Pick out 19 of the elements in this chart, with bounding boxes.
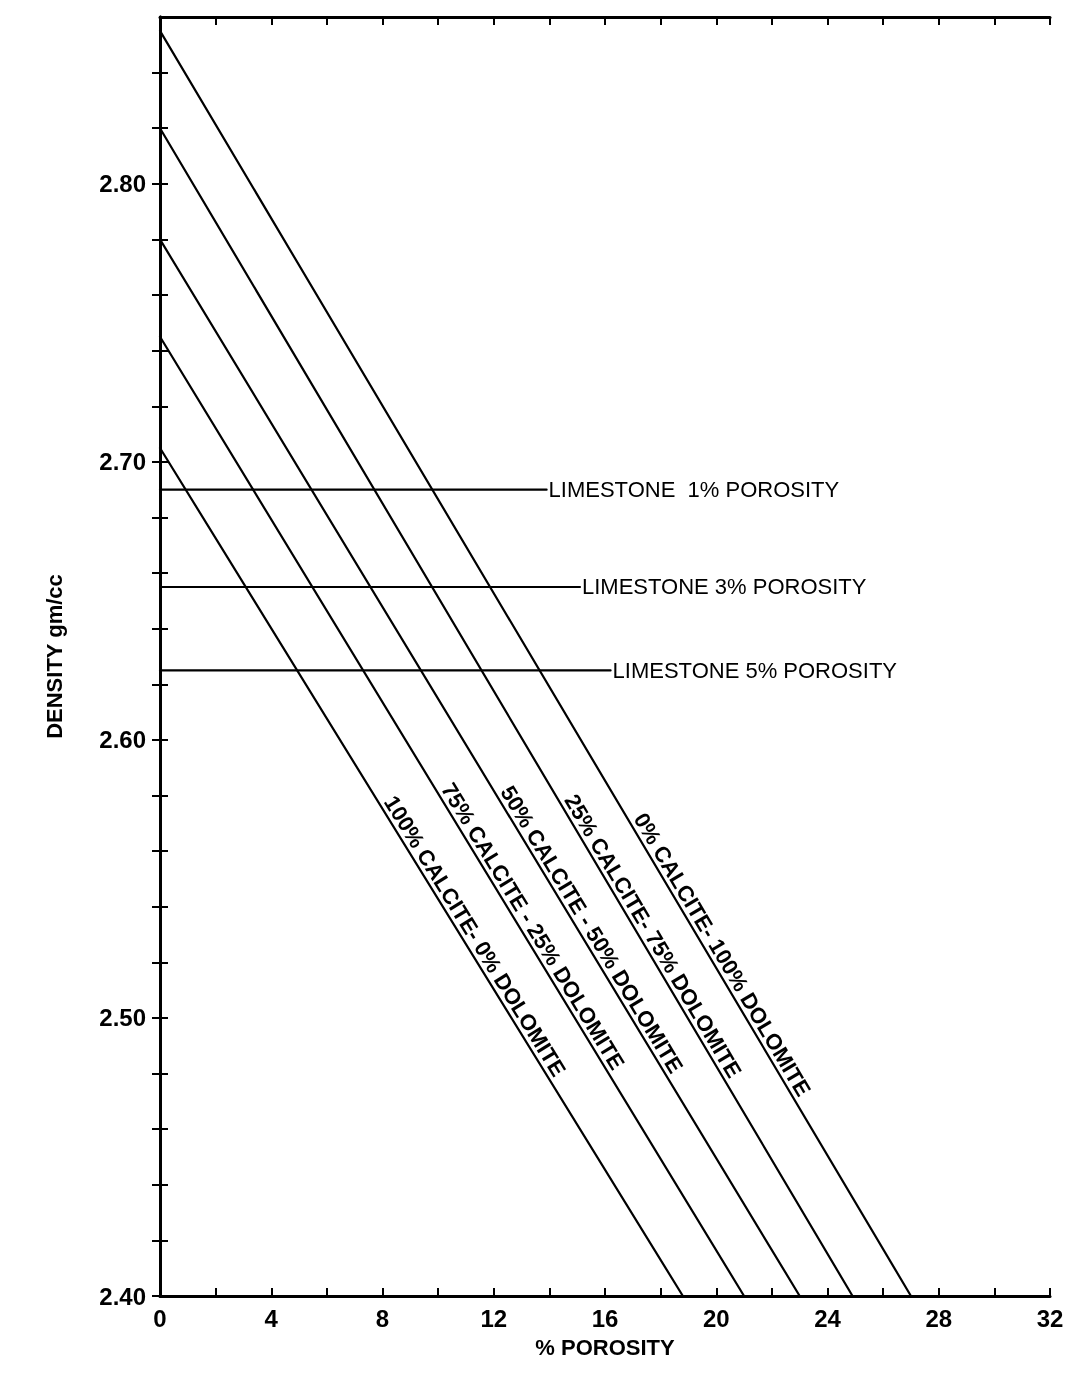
x-tick-label: 4 [264, 1304, 279, 1332]
x-tick-label: 28 [925, 1304, 953, 1332]
y-tick-label: 2.70 [99, 448, 146, 476]
series-label: LIMESTONE 3% POROSITY [581, 574, 867, 600]
x-tick-label: 20 [702, 1304, 730, 1332]
x-tick-label: 16 [591, 1304, 619, 1332]
y-tick-label: 2.60 [99, 726, 146, 754]
x-tick-label: 24 [814, 1304, 842, 1332]
series-label: LIMESTONE 5% POROSITY [612, 657, 898, 683]
x-tick-label: 12 [480, 1304, 508, 1332]
x-tick-label: 32 [1036, 1304, 1064, 1332]
y-tick-label: 2.80 [99, 170, 146, 198]
y-tick-label: 2.50 [99, 1004, 146, 1032]
series-label: LIMESTONE 1% POROSITY [548, 477, 840, 503]
x-tick-label: 0 [153, 1304, 167, 1332]
x-axis-title: % POROSITY [535, 1334, 675, 1360]
y-axis-title: DENSITY gm/cc [41, 574, 67, 739]
y-tick-label: 2.40 [99, 1282, 146, 1310]
x-tick-label: 8 [375, 1304, 390, 1332]
